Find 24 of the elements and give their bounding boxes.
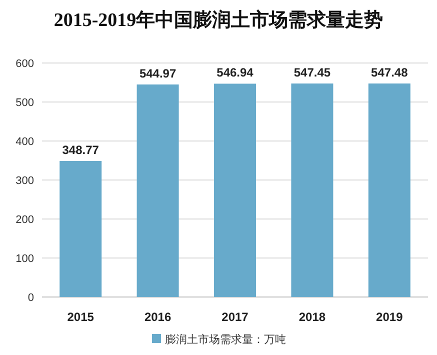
x-tick-label: 2016 xyxy=(144,310,172,324)
bar xyxy=(136,84,179,297)
y-tick-label: 500 xyxy=(16,97,34,109)
bar xyxy=(291,83,334,297)
data-label: 544.97 xyxy=(139,66,176,80)
y-tick-label: 400 xyxy=(16,136,34,148)
y-tick-label: 100 xyxy=(16,253,34,265)
bar xyxy=(368,83,410,297)
legend-label: 膨润土市场需求量：万吨 xyxy=(165,333,286,346)
chart-title: 2015-2019年中国膨润土市场需求量走势 xyxy=(54,9,384,31)
x-tick-label: 2017 xyxy=(222,310,249,324)
y-tick-label: 0 xyxy=(28,292,34,304)
x-tick-label: 2015 xyxy=(67,310,94,324)
y-tick-label: 600 xyxy=(16,58,34,70)
x-tick-label: 2019 xyxy=(376,310,404,324)
data-label: 547.48 xyxy=(371,65,408,80)
bar xyxy=(60,160,102,297)
data-label: 546.94 xyxy=(216,66,254,80)
data-label: 348.77 xyxy=(62,142,100,157)
x-tick-label: 2018 xyxy=(298,310,326,324)
bar xyxy=(214,84,256,297)
y-tick-label: 300 xyxy=(16,175,34,187)
data-label: 547.45 xyxy=(294,65,331,80)
y-tick-label: 200 xyxy=(16,214,34,226)
